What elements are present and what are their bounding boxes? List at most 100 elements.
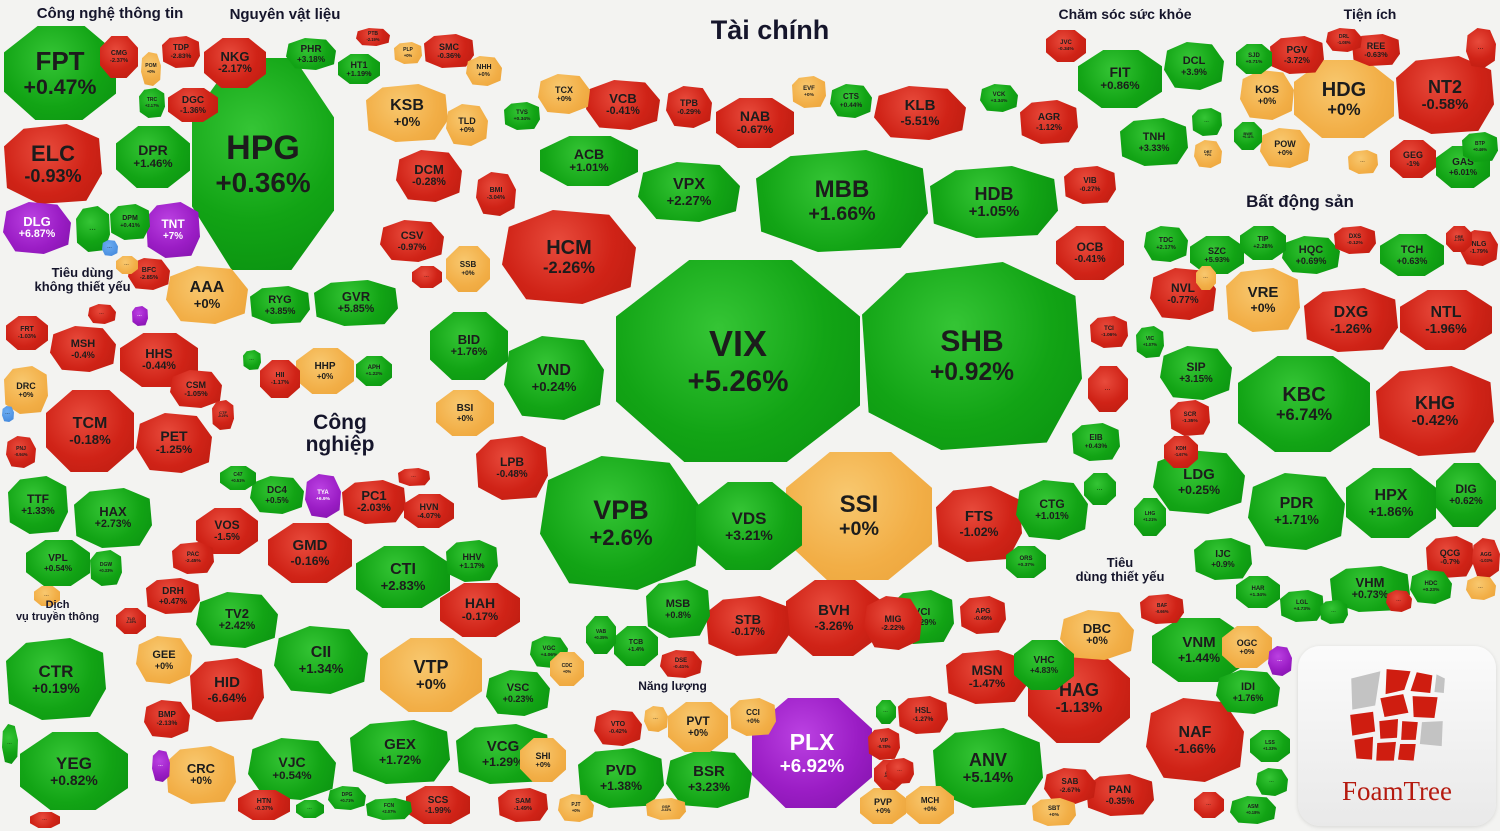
stock-cell-TVS[interactable]: TVS +0.34% <box>504 102 540 130</box>
stock-cell-TNT[interactable]: TNT +7% <box>146 202 200 258</box>
stock-cell-VPX[interactable]: VPX +2.27% <box>638 162 740 222</box>
stock-cell-CTG[interactable]: CTG +1.01% <box>1016 480 1088 540</box>
stock-cell-DLG[interactable]: DLG +6.87% <box>3 202 71 254</box>
stock-cell-PAN[interactable]: PAN -0.35% <box>1086 774 1154 816</box>
stock-cell-DBT[interactable]: DBT +0% <box>1194 140 1222 168</box>
stock-cell-CCI[interactable]: CCI +0% <box>730 698 776 736</box>
stock-cell-VHC[interactable]: VHC +4.83% <box>1014 640 1074 690</box>
stock-cell-PNJ[interactable]: PNJ -0.94% <box>6 436 36 468</box>
stock-cell-TV2[interactable]: TV2 +2.42% <box>196 592 278 648</box>
stock-cell-HID[interactable]: HID -6.64% <box>190 658 264 722</box>
stock-cell-TCI[interactable]: TCI -1.06% <box>1090 316 1128 348</box>
stock-cell-BMP[interactable]: BMP -2.13% <box>144 700 190 738</box>
stock-cell-FTS[interactable]: FTS -1.02% <box>936 486 1022 562</box>
micro-cell[interactable]: … <box>76 206 110 252</box>
stock-cell-GMD[interactable]: GMD -0.16% <box>268 523 352 583</box>
stock-cell-CDC[interactable]: CDC +0% <box>550 652 584 686</box>
stock-cell-SAB[interactable]: SAB -2.67% <box>1044 768 1096 804</box>
stock-cell-HDG[interactable]: HDG +0% <box>1294 60 1394 138</box>
micro-cell[interactable]: … <box>1348 150 1378 174</box>
stock-cell-CMG[interactable]: CMG -2.37% <box>100 36 138 78</box>
stock-cell-VIP[interactable]: VIP -0.78% <box>868 728 900 760</box>
micro-cell[interactable]: … <box>876 700 896 724</box>
stock-cell-DCM[interactable]: DCM -0.28% <box>396 150 462 202</box>
stock-cell-PAC[interactable]: PAC -2.45% <box>172 542 214 574</box>
stock-cell-SIP[interactable]: SIP +3.15% <box>1160 346 1232 400</box>
stock-cell-HSL[interactable]: HSL -1.27% <box>898 696 948 734</box>
stock-cell-HPX[interactable]: HPX +1.86% <box>1346 468 1436 538</box>
stock-cell-PHR[interactable]: PHR +3.18% <box>286 38 336 70</box>
micro-cell[interactable]: … <box>412 266 442 288</box>
micro-cell[interactable]: … <box>2 724 18 764</box>
stock-cell-CSM[interactable]: CSM -1.05% <box>170 370 222 408</box>
stock-cell-VRE[interactable]: VRE +0% <box>1226 268 1300 332</box>
stock-cell-POM[interactable]: POM +0% <box>141 52 161 86</box>
stock-cell-ACB[interactable]: ACB +1.01% <box>540 136 638 186</box>
stock-cell-FCN[interactable]: FCN +2.07% <box>366 798 412 820</box>
stock-cell-KHG[interactable]: KHG -0.42% <box>1376 366 1494 456</box>
stock-cell-VPL[interactable]: VPL +0.54% <box>26 540 90 586</box>
stock-cell-HQC[interactable]: HQC +0.69% <box>1282 236 1340 274</box>
stock-cell-YEG[interactable]: YEG +0.82% <box>20 732 128 810</box>
stock-cell-JVC[interactable]: JVC -0.34% <box>1046 30 1086 62</box>
stock-cell-VIC[interactable]: VIC +1.07% <box>1136 326 1164 358</box>
stock-cell-SBT[interactable]: SBT +0% <box>1032 798 1076 826</box>
stock-cell-VDS[interactable]: VDS +3.21% <box>696 482 802 570</box>
stock-cell-KBC[interactable]: KBC +6.74% <box>1238 356 1370 452</box>
stock-cell-DRC[interactable]: DRC +0% <box>4 366 48 414</box>
stock-cell-BID[interactable]: BID +1.76% <box>430 312 508 380</box>
micro-cell[interactable]: … <box>1466 28 1496 68</box>
stock-cell-POW[interactable]: POW +0% <box>1260 128 1310 168</box>
stock-cell-HHV[interactable]: HHV +1.17% <box>446 540 498 582</box>
stock-cell-GSP[interactable]: GSP -0.43% <box>646 798 686 820</box>
micro-cell[interactable]: … <box>116 256 138 274</box>
stock-cell-SCS[interactable]: SCS -1.99% <box>406 786 470 824</box>
stock-cell-SSB[interactable]: SSB +0% <box>446 246 490 292</box>
stock-cell-FIT[interactable]: FIT +0.86% <box>1078 50 1162 108</box>
stock-cell-NAB[interactable]: NAB -0.67% <box>716 98 794 148</box>
micro-cell[interactable]: … <box>1192 108 1222 136</box>
stock-cell-BSI[interactable]: BSI +0% <box>436 390 494 436</box>
stock-cell-BWE[interactable]: BWE +0.11% <box>1234 122 1262 150</box>
stock-cell-KSB[interactable]: KSB +0% <box>366 84 448 142</box>
micro-cell[interactable]: … <box>1386 590 1412 612</box>
micro-cell[interactable]: … <box>296 800 324 818</box>
stock-cell-ASM[interactable]: ASM +0.18% <box>1230 796 1276 824</box>
stock-cell-APG[interactable]: APG -0.49% <box>960 596 1006 634</box>
stock-cell-GEG[interactable]: GEG -1% <box>1390 140 1436 178</box>
stock-cell-HHP[interactable]: HHP +0% <box>296 348 354 394</box>
stock-cell-DC4[interactable]: DC4 +0.5% <box>250 476 304 514</box>
micro-cell[interactable]: … <box>102 240 118 256</box>
micro-cell[interactable]: … <box>644 706 668 732</box>
stock-cell-HII[interactable]: HII -1.17% <box>260 360 300 398</box>
stock-cell-TIP[interactable]: TIP +2.28% <box>1240 226 1286 260</box>
stock-cell-VJC[interactable]: VJC +0.54% <box>248 738 336 800</box>
stock-cell-HDC[interactable]: HDC +0.23% <box>1410 570 1452 604</box>
micro-cell[interactable]: … <box>243 350 261 370</box>
stock-cell-DRH[interactable]: DRH +0.47% <box>146 578 200 614</box>
stock-cell-MSB[interactable]: MSB +0.8% <box>646 580 710 638</box>
stock-cell-CTS[interactable]: CTS +0.44% <box>830 84 872 118</box>
stock-cell-DPR[interactable]: DPR +1.46% <box>116 126 190 188</box>
stock-cell-REE[interactable]: REE -0.63% <box>1352 34 1400 66</box>
stock-cell-HPG[interactable]: HPG +0.36% <box>192 58 334 270</box>
stock-cell-PLP[interactable]: PLP +0% <box>394 42 422 64</box>
stock-cell-CSV[interactable]: CSV -0.97% <box>380 220 444 262</box>
micro-cell[interactable]: … <box>398 468 430 486</box>
stock-cell-SZC[interactable]: SZC +5.93% <box>1190 236 1244 274</box>
stock-cell-HDB[interactable]: HDB +1.05% <box>930 166 1058 238</box>
stock-cell-OCB[interactable]: OCB -0.41% <box>1056 226 1124 280</box>
stock-cell-IJC[interactable]: IJC +0.9% <box>1194 538 1252 580</box>
stock-cell-TCH[interactable]: TCH +0.63% <box>1380 234 1444 276</box>
stock-cell-DXS[interactable]: DXS -0.12% <box>1334 226 1376 254</box>
stock-cell-IDI[interactable]: IDI +1.76% <box>1216 670 1280 714</box>
stock-cell-TLG[interactable]: TLG -1.35% <box>116 608 146 634</box>
stock-cell-MBB[interactable]: MBB +1.66% <box>756 150 928 252</box>
stock-cell-PET[interactable]: PET -1.25% <box>136 413 212 473</box>
stock-cell-SJD[interactable]: SJD +0.71% <box>1236 44 1272 74</box>
stock-cell-NTL[interactable]: NTL -1.96% <box>1400 290 1492 350</box>
stock-cell-MCH[interactable]: MCH +0% <box>906 786 954 824</box>
stock-cell-HAR[interactable]: HAR +1.34% <box>1236 576 1280 608</box>
stock-cell-PGV[interactable]: PGV -3.72% <box>1270 36 1324 74</box>
micro-cell[interactable]: … <box>132 306 148 326</box>
